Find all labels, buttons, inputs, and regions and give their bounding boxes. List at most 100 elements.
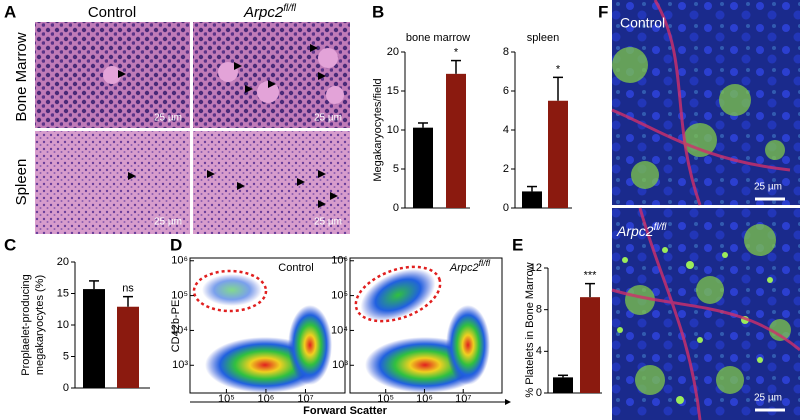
scale-bar-label: 25 µm xyxy=(154,217,182,228)
gene-sup: fl/fl xyxy=(654,222,668,233)
x-tick-label: 10⁵ xyxy=(218,393,235,405)
y-axis-label: Proplaelet-producing xyxy=(20,274,32,376)
y-tick-label: 0 xyxy=(536,387,542,399)
density xyxy=(288,305,332,385)
y-tick-label: 12 xyxy=(530,262,542,274)
panel-letter: E xyxy=(512,235,523,254)
panel-letter: B xyxy=(372,2,384,21)
y-tick-label: 10⁴ xyxy=(171,324,188,336)
significance-label: *** xyxy=(584,270,598,282)
bar xyxy=(83,289,105,388)
vessel xyxy=(611,0,800,420)
x-tick-label: 10⁵ xyxy=(377,393,394,405)
arrowheads xyxy=(118,44,338,208)
y-tick-label: 15 xyxy=(57,287,69,299)
density xyxy=(202,274,262,306)
bar xyxy=(548,100,568,208)
y-tick-label: 10³ xyxy=(332,359,348,371)
cell xyxy=(257,81,279,103)
cell xyxy=(103,66,121,84)
panel-letter: A xyxy=(4,2,16,21)
y-tick-label: 6 xyxy=(503,85,509,97)
significance-label: ns xyxy=(122,283,134,295)
column-header: Arpc2fl/fl xyxy=(243,3,297,21)
chart-title: spleen xyxy=(527,32,559,44)
y-tick-label: 10⁶ xyxy=(171,255,188,267)
y-tick-label: 10⁴ xyxy=(331,324,348,336)
arrowhead xyxy=(505,399,511,405)
gene-sup: fl/fl xyxy=(479,258,492,268)
x-tick-label: 10⁷ xyxy=(297,393,313,405)
y-axis-label: % Platelets in Bone Marrow xyxy=(524,262,536,397)
image-label: Arpc2fl/fl xyxy=(616,222,667,239)
flow-plots: Control Arpc2fl/fl CD42b-PE Forward Scat… xyxy=(170,257,511,417)
x-tick-label: 10⁶ xyxy=(258,393,275,405)
histology-images: 25 µm 25 µm 25 µm 25 µm xyxy=(35,22,350,234)
image xyxy=(193,131,350,234)
y-axis-label: Megakaryocytes/field xyxy=(372,78,384,181)
cell xyxy=(318,48,338,68)
chart-title: bone marrow xyxy=(406,32,470,44)
x-axis-label: Forward Scatter xyxy=(303,405,387,417)
y-tick-label: 5 xyxy=(63,350,69,362)
y-tick-label: 4 xyxy=(503,124,509,136)
y-tick-label: 10 xyxy=(57,319,69,331)
y-tick-label: 2 xyxy=(503,163,509,175)
y-tick-label: 10 xyxy=(387,124,399,136)
fluorescence-images: Control Arpc2fl/fl 25 µm 25 µm xyxy=(611,0,800,420)
bar xyxy=(553,377,573,393)
column-header: Control xyxy=(88,4,136,21)
panel-letter: D xyxy=(170,235,182,254)
image-label: Control xyxy=(620,15,665,31)
y-tick-label: 4 xyxy=(536,345,542,357)
bar xyxy=(522,191,542,208)
y-tick-label: 5 xyxy=(393,163,399,175)
scale-bar-label: 25 µm xyxy=(154,113,182,124)
bar xyxy=(446,73,466,208)
scale-bar-label: 25 µm xyxy=(754,182,782,193)
y-axis-label: megakaryocytes (%) xyxy=(34,275,46,375)
y-tick-label: 20 xyxy=(387,46,399,58)
gene-name: Arpc2 xyxy=(616,223,654,239)
y-tick-label: 10⁶ xyxy=(331,255,348,267)
gene-name: Arpc2 xyxy=(243,4,284,21)
y-tick-label: 10⁵ xyxy=(331,290,348,302)
gate xyxy=(192,269,268,313)
scale-bar-label: 25 µm xyxy=(314,217,342,228)
y-tick-label: 10⁵ xyxy=(171,290,188,302)
density xyxy=(360,268,436,322)
panel-letter: C xyxy=(4,235,16,254)
scale-bar-label: 25 µm xyxy=(754,393,782,404)
plot-label: Arpc2fl/fl xyxy=(449,258,491,274)
cell xyxy=(218,62,238,82)
plot-label: Control xyxy=(278,262,313,274)
bar xyxy=(117,306,139,388)
y-tick-label: 10³ xyxy=(172,359,188,371)
bar xyxy=(580,297,600,393)
y-axis-label: CD42b-PE xyxy=(170,300,182,353)
x-tick-label: 10⁶ xyxy=(416,393,433,405)
density xyxy=(446,305,490,385)
scale-bar-label: 25 µm xyxy=(314,113,342,124)
y-tick-label: 0 xyxy=(503,202,509,214)
gene-sup: fl/fl xyxy=(283,3,297,14)
significance-label: * xyxy=(454,46,459,58)
image xyxy=(35,131,190,234)
cells xyxy=(612,47,791,395)
y-tick-label: 8 xyxy=(503,46,509,58)
y-tick-label: 0 xyxy=(63,382,69,394)
bar xyxy=(413,127,433,208)
significance-label: * xyxy=(556,63,561,75)
x-tick-label: 10⁷ xyxy=(455,393,471,405)
row-header: Bone Marrow xyxy=(13,32,30,121)
row-header: Spleen xyxy=(13,159,30,206)
cell xyxy=(326,86,344,104)
panel-letter: F xyxy=(598,2,608,21)
gate xyxy=(354,265,442,323)
y-tick-label: 0 xyxy=(393,202,399,214)
gene-name: Arpc2 xyxy=(449,262,479,274)
y-tick-label: 8 xyxy=(536,304,542,316)
y-tick-label: 15 xyxy=(387,85,399,97)
y-tick-label: 20 xyxy=(57,256,69,268)
